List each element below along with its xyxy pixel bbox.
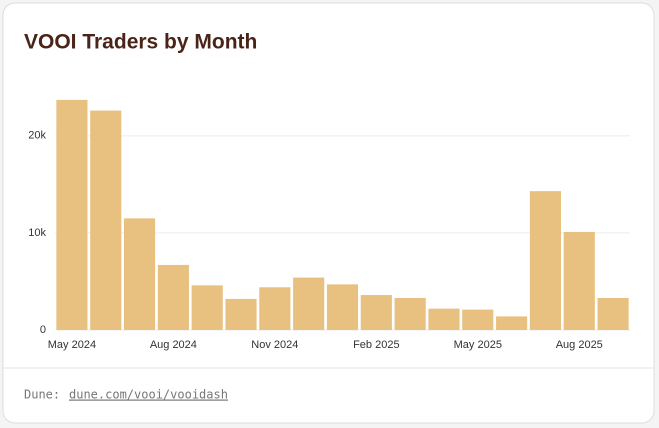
bar bbox=[90, 110, 122, 330]
bar bbox=[191, 285, 223, 330]
bar bbox=[293, 277, 325, 330]
x-tick-label: Aug 2024 bbox=[150, 339, 197, 351]
bar bbox=[326, 284, 359, 330]
bar bbox=[529, 191, 561, 330]
bar bbox=[462, 309, 494, 330]
x-tick-label: Aug 2025 bbox=[556, 339, 603, 351]
bar bbox=[394, 297, 426, 330]
footer-link[interactable]: dune.com/vooi/vooidash bbox=[69, 388, 228, 402]
bar bbox=[259, 287, 291, 330]
bar bbox=[225, 298, 257, 330]
x-tick-label: Nov 2024 bbox=[251, 339, 298, 351]
y-tick-label: 20k bbox=[28, 130, 46, 142]
bar bbox=[563, 231, 595, 330]
y-tick-label: 0 bbox=[40, 324, 46, 336]
x-tick-label: Feb 2025 bbox=[353, 339, 399, 351]
bar bbox=[360, 295, 392, 330]
bar bbox=[496, 316, 528, 330]
chart-title: VOOI Traders by Month bbox=[24, 31, 257, 54]
x-tick-label: May 2024 bbox=[48, 339, 96, 351]
bar bbox=[157, 264, 189, 330]
bar bbox=[597, 297, 629, 330]
bar bbox=[428, 308, 460, 330]
y-tick-label: 10k bbox=[28, 227, 46, 239]
footer-prefix: Dune: bbox=[24, 388, 60, 402]
bar bbox=[124, 218, 156, 330]
x-tick-label: May 2025 bbox=[454, 339, 502, 351]
bar bbox=[56, 99, 88, 330]
